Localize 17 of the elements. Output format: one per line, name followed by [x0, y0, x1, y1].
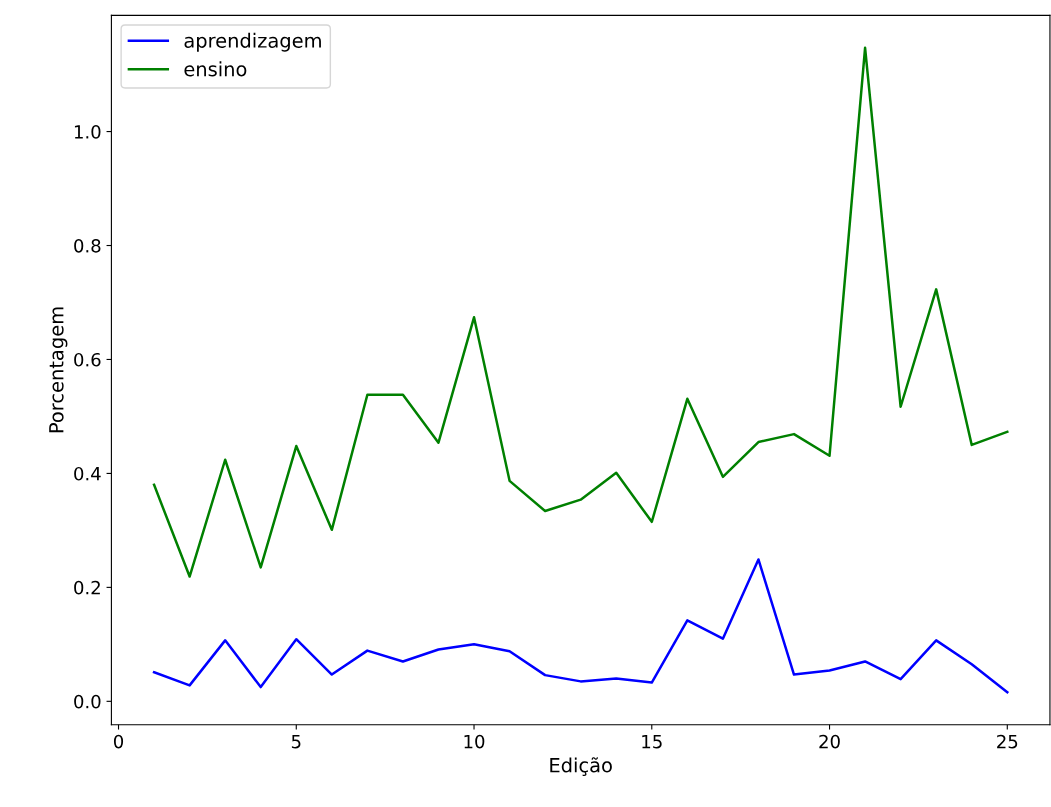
x-axis-title: Edição — [550, 757, 612, 776]
x-tick-label: 10 — [464, 734, 485, 749]
legend-label: aprendizagem — [184, 32, 321, 52]
y-tick-label: 1.0 — [74, 125, 101, 139]
y-tick-label: 0.6 — [74, 352, 101, 367]
x-tick-label: 0 — [113, 734, 124, 749]
x-tick-label: 20 — [819, 734, 840, 749]
y-axis-title: Porcentagem — [49, 307, 68, 433]
y-tick-label: 0.4 — [74, 466, 101, 481]
x-tick-label: 5 — [291, 734, 301, 749]
x-tick-label: 25 — [997, 734, 1018, 749]
y-tick-label: 0.2 — [74, 580, 100, 595]
y-tick-label: 0.0 — [74, 694, 101, 709]
line-series — [152, 558, 1009, 694]
legend-label: ensino — [184, 61, 247, 77]
x-tick-label: 15 — [642, 734, 662, 749]
y-tick-label: 0.8 — [74, 238, 101, 253]
